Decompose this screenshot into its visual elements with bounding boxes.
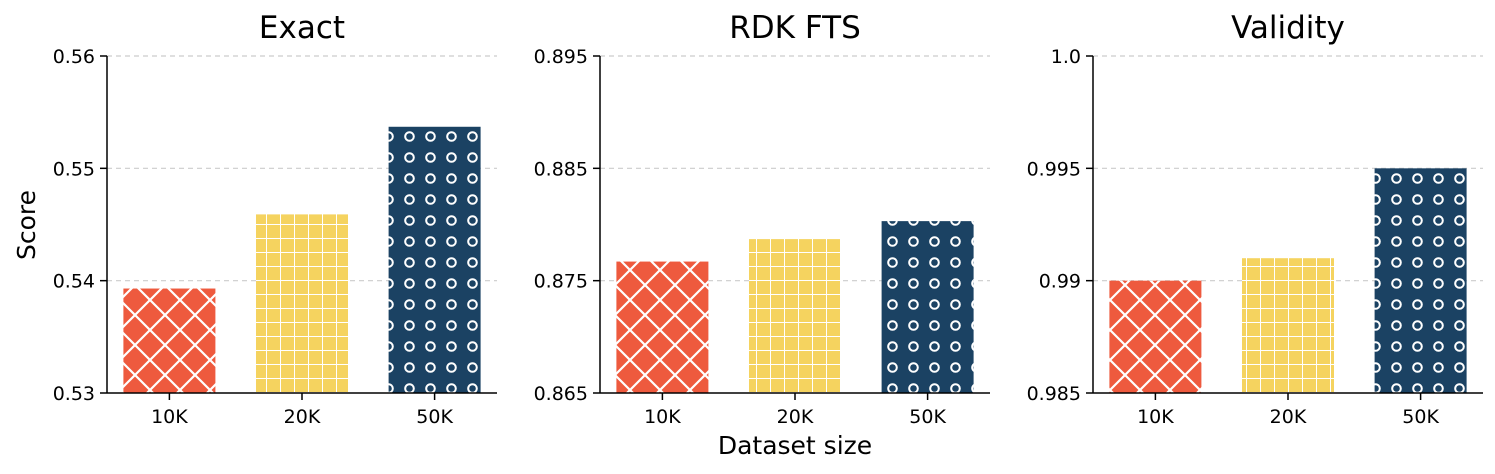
chart-panel-2: 0.865 0.875 0.885 0.895 10K 20K 50K RDK FTS [534, 10, 990, 428]
y-tick-label: 0.99 [1039, 271, 1081, 293]
y-tick-label: 0.56 [53, 46, 95, 68]
bar-20k [749, 239, 841, 393]
y-tick-label: 1.0 [1051, 46, 1081, 68]
x-tick-label: 10K [151, 406, 188, 428]
chart-title: Exact [259, 10, 345, 46]
y-tick-label: 0.885 [534, 158, 588, 180]
y-tick-label: 0.53 [53, 383, 95, 405]
bar-20k [256, 214, 348, 393]
x-tick-label: 10K [1137, 406, 1174, 428]
bar-50k [388, 126, 481, 394]
x-tick-label: 50K [909, 406, 946, 428]
chart-title: RDK FTS [729, 10, 861, 46]
bar-50k [881, 221, 974, 393]
y-tick-label: 0.995 [1027, 158, 1081, 180]
x-tick-label: 20K [777, 406, 814, 428]
x-tick-label: 20K [1270, 406, 1307, 428]
y-tick-label: 0.55 [53, 158, 95, 180]
bar-20k [1242, 258, 1334, 393]
x-tick-label: 10K [644, 406, 681, 428]
y-tick-label: 0.875 [534, 271, 588, 293]
y-tick-label: 0.895 [534, 46, 588, 68]
bar-10k [1109, 280, 1202, 393]
bar-50k [1374, 168, 1467, 393]
x-tick-label: 50K [416, 406, 453, 428]
y-tick-label: 0.985 [1027, 383, 1081, 405]
y-tick-label: 0.54 [53, 271, 95, 293]
x-tick-label: 20K [284, 406, 321, 428]
chart-title: Validity [1231, 10, 1345, 46]
bar-10k [616, 261, 709, 393]
chart-panel-3: 0.985 0.99 0.995 1.0 10K 20K 50K Validity [1027, 10, 1483, 428]
x-tick-label: 50K [1402, 406, 1439, 428]
chart-panel-1: 0.53 0.54 0.55 0.56 10K 20K 50K Exact [53, 10, 497, 428]
x-axis-label: Dataset size [718, 431, 872, 460]
y-tick-label: 0.865 [534, 383, 588, 405]
y-axis-label: Score [12, 190, 41, 260]
bar-10k [123, 288, 216, 393]
